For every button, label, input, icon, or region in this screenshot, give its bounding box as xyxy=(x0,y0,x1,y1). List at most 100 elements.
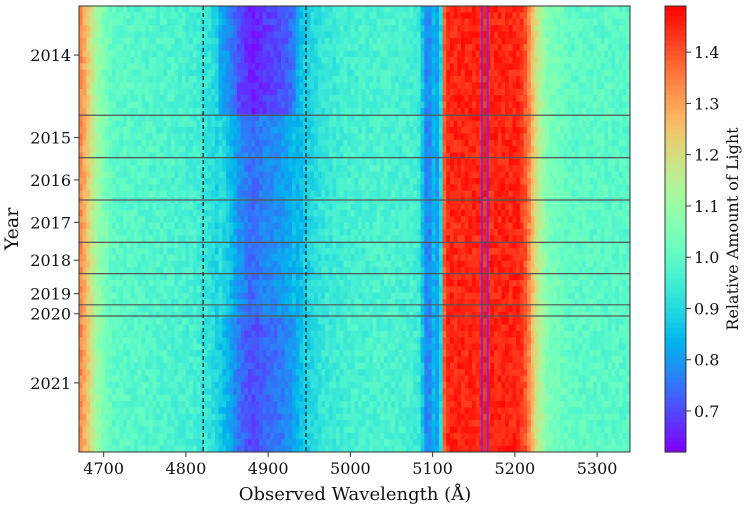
heatmap-cell xyxy=(247,184,253,192)
heatmap-cell xyxy=(281,37,286,45)
heatmap-cell xyxy=(409,50,414,58)
heatmap-cell xyxy=(339,88,345,96)
heatmap-cell xyxy=(170,146,176,154)
heatmap-cell xyxy=(167,203,172,211)
heatmap-cell xyxy=(156,165,161,173)
heatmap-cell xyxy=(192,44,198,52)
heatmap-cell xyxy=(137,25,143,33)
heatmap-cell xyxy=(508,6,514,13)
heatmap-cell xyxy=(508,12,514,20)
heatmap-cell xyxy=(571,50,576,58)
heatmap-cell xyxy=(112,37,117,45)
heatmap-cell xyxy=(589,25,594,33)
heatmap-cell xyxy=(626,184,630,192)
heatmap-cell xyxy=(622,6,627,13)
heatmap-cell xyxy=(148,146,154,154)
heatmap-cell xyxy=(413,6,418,13)
heatmap-cell xyxy=(244,146,249,154)
heatmap-cell xyxy=(358,107,363,115)
heatmap-cell xyxy=(108,88,113,96)
heatmap-cell xyxy=(270,25,275,33)
heatmap-cell xyxy=(380,139,385,147)
heatmap-cell xyxy=(207,31,212,39)
heatmap-cell xyxy=(299,146,304,154)
heatmap-cell xyxy=(90,209,95,217)
heatmap-cell xyxy=(596,146,602,154)
heatmap-cell xyxy=(519,120,525,128)
heatmap-cell xyxy=(516,101,521,109)
heatmap-cell xyxy=(126,12,132,20)
heatmap-cell xyxy=(163,178,168,185)
heatmap-cell xyxy=(446,165,451,173)
heatmap-cell xyxy=(145,120,150,128)
heatmap-cell xyxy=(383,56,389,64)
heatmap-cell xyxy=(358,6,363,13)
heatmap-cell xyxy=(391,114,396,122)
heatmap-cell xyxy=(299,178,304,185)
heatmap-cell xyxy=(306,63,312,71)
heatmap-cell xyxy=(413,18,418,26)
heatmap-cell xyxy=(413,76,418,84)
heatmap-cell xyxy=(270,69,275,77)
heatmap-cell xyxy=(236,152,242,160)
heatmap-cell xyxy=(365,18,370,26)
heatmap-cell xyxy=(251,158,256,166)
heatmap-cell xyxy=(174,82,179,90)
heatmap-cell xyxy=(174,88,179,96)
heatmap-cell xyxy=(244,37,249,45)
heatmap-cell xyxy=(97,107,102,115)
heatmap-cell xyxy=(358,152,363,160)
heatmap-cell xyxy=(468,82,473,90)
heatmap-cell xyxy=(567,76,572,84)
heatmap-cell xyxy=(472,31,477,39)
heatmap-cell xyxy=(119,76,124,84)
heatmap-cell xyxy=(420,25,425,33)
heatmap-cell xyxy=(321,184,326,192)
heatmap-cell xyxy=(438,50,444,58)
heatmap-cell xyxy=(593,171,598,179)
heatmap-cell xyxy=(578,44,583,52)
heatmap-cell xyxy=(314,6,319,13)
heatmap-cell xyxy=(383,178,389,185)
heatmap-cell xyxy=(281,158,286,166)
heatmap-cell xyxy=(567,171,572,179)
heatmap-cell xyxy=(435,133,440,141)
heatmap-cell xyxy=(225,171,231,179)
heatmap-cell xyxy=(174,152,179,160)
heatmap-cell xyxy=(530,18,536,26)
heatmap-cell xyxy=(402,114,407,122)
heatmap-cell xyxy=(600,37,605,45)
heatmap-cell xyxy=(141,18,146,26)
heatmap-cell xyxy=(424,190,429,198)
heatmap-cell xyxy=(361,120,367,128)
heatmap-cell xyxy=(541,18,547,26)
heatmap-cell xyxy=(512,114,517,122)
heatmap-cell xyxy=(611,133,616,141)
heatmap-cell xyxy=(310,165,315,173)
heatmap-cell xyxy=(141,44,146,52)
heatmap-cell xyxy=(292,120,297,128)
heatmap-cell xyxy=(413,203,418,211)
heatmap-cell xyxy=(284,165,289,173)
heatmap-cell xyxy=(596,190,602,198)
heatmap-cell xyxy=(398,120,403,128)
heatmap-cell xyxy=(200,6,205,13)
heatmap-cell xyxy=(325,56,330,64)
heatmap-cell xyxy=(152,63,157,71)
heatmap-cell xyxy=(391,209,396,217)
heatmap-cell xyxy=(266,69,271,77)
heatmap-cell xyxy=(90,190,95,198)
heatmap-cell xyxy=(281,120,286,128)
heatmap-cell xyxy=(431,69,436,77)
heatmap-cell xyxy=(211,139,216,147)
heatmap-cell xyxy=(167,76,172,84)
heatmap-cell xyxy=(167,56,172,64)
heatmap-cell xyxy=(372,127,378,135)
heatmap-cell xyxy=(189,216,194,224)
heatmap-cell xyxy=(435,107,440,115)
heatmap-cell xyxy=(361,197,367,205)
heatmap-cell xyxy=(350,82,356,90)
heatmap-cell xyxy=(211,209,216,217)
heatmap-cell xyxy=(108,178,113,185)
heatmap-cell xyxy=(145,146,150,154)
